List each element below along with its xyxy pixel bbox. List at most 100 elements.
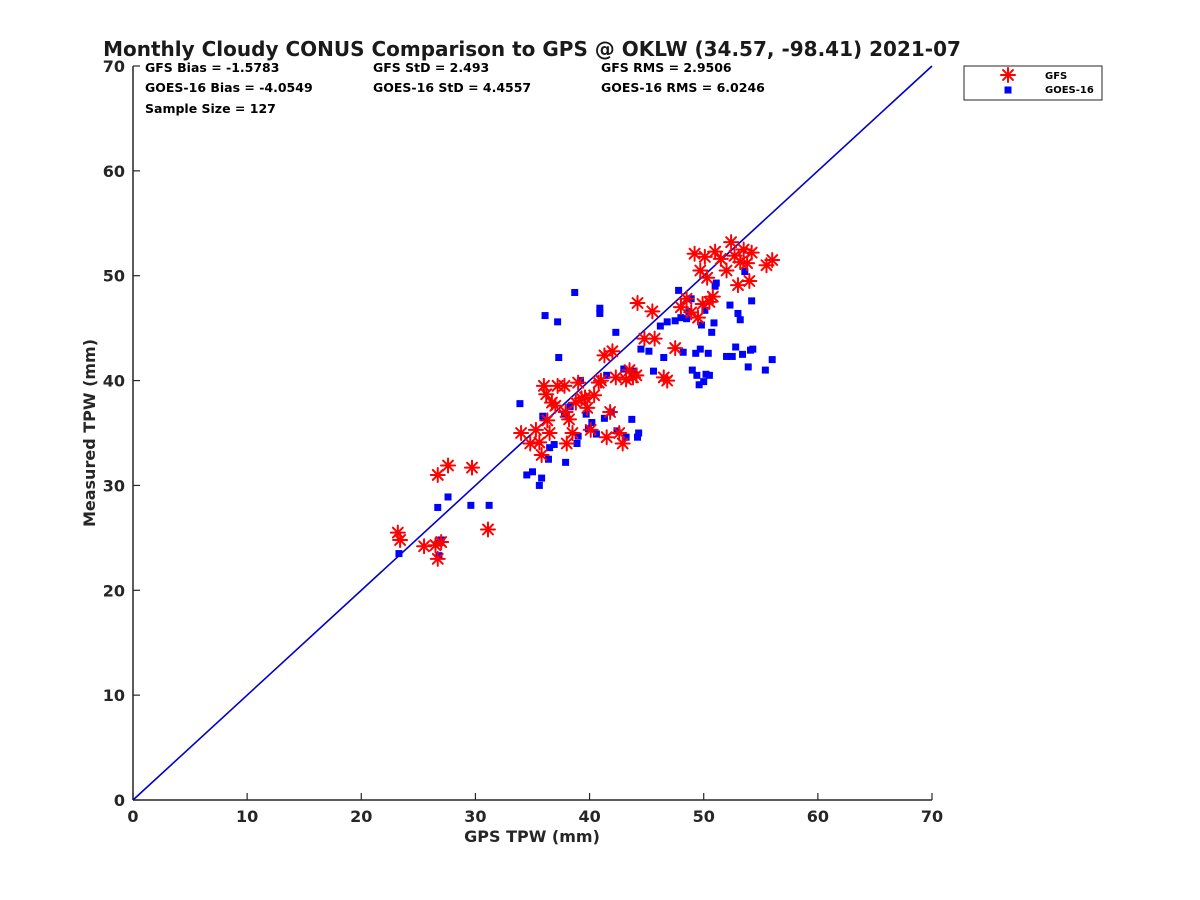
y-tick-label: 0 [114,791,125,810]
goes16-point [645,347,653,355]
goes16-point [395,550,403,558]
goes16-point [541,312,549,320]
goes16-point [677,314,685,322]
goes16-point [671,317,679,325]
goes16-point [592,430,600,438]
y-tick-label: 20 [103,581,125,600]
goes16-point [555,354,563,362]
gfs-point [607,369,624,386]
goes16-point [628,415,636,423]
gfs-point [704,288,721,305]
gfs-point [570,374,587,391]
gfs-point [527,421,544,438]
x-tick-label: 20 [350,807,372,826]
gfs-point [707,243,724,260]
goes16-point [708,328,716,336]
x-tick-label: 50 [693,807,715,826]
goes16-bias-stat: GOES-16 Bias = -4.0549 [145,80,313,95]
gfs-point [535,377,552,394]
gfs-point [440,457,457,474]
gfs-point [561,411,578,428]
goes16-point [728,352,736,360]
goes16-point [485,501,493,509]
gfs-point [564,425,581,441]
goes16-point [656,322,664,330]
gfs-rms-stat: GFS RMS = 2.9506 [601,60,732,75]
goes16-point [435,552,443,560]
goes16-point [588,419,596,427]
legend-gfs-asterisk [1000,67,1016,83]
y-tick-label: 70 [103,57,125,76]
goes16-point [554,318,562,326]
gfs-point [644,303,661,320]
gfs-point [667,340,684,357]
gfs-point [479,521,496,538]
gfs-point [699,269,716,286]
gfs-point [764,251,781,268]
gfs-point [579,399,596,416]
goes16-point [546,444,554,452]
goes16-point [768,356,776,364]
goes16-point [562,458,570,466]
goes16-point [434,503,442,511]
gfs-point [433,534,450,551]
goes16-point [596,304,604,312]
goes16-point [736,316,744,324]
legend-box [963,65,1103,101]
goes16-rms-stat: GOES-16 RMS = 6.0246 [601,80,765,95]
y-tick-label: 60 [103,162,125,181]
gfs-point [598,429,615,446]
goes16-point [700,378,708,386]
goes16-point [444,493,452,501]
gfs-point [556,377,573,394]
goes16-point [620,365,628,373]
goes16-point [622,433,630,441]
x-tick-label: 0 [127,807,138,826]
gfs-point [629,294,646,311]
goes16-point [573,439,581,447]
goes16-point [704,349,712,357]
gfs-point [522,435,539,452]
goes16-point [739,350,747,358]
legend-goes16-square [1004,86,1012,94]
gfs-point [723,234,740,251]
gfs-point [389,524,406,541]
gfs-point [690,309,707,326]
goes16-point [675,286,683,294]
gfs-point [628,367,645,384]
gfs-point [636,330,653,347]
gfs-point [538,386,555,403]
goes16-std-stat: GOES-16 StD = 4.4557 [373,80,531,95]
gfs-point [577,389,594,406]
x-tick-label: 10 [236,807,258,826]
goes16-point [467,501,475,509]
goes16-point [637,345,645,353]
gfs-point [611,425,628,441]
legend-goes16-label: GOES-16 [1045,85,1094,96]
gfs-point [678,290,695,307]
gfs-point [659,372,676,389]
y-axis-ticks: 0 10 20 30 40 50 60 70 [103,57,140,810]
goes16-point [688,366,696,374]
legend-gfs-marker [1000,67,1016,83]
goes16-point [529,468,536,476]
gfs-point [604,343,621,360]
y-tick-label: 10 [103,686,125,705]
goes16-point [726,301,734,309]
gfs-point [743,244,760,261]
goes16-point [630,367,638,375]
x-axis-label: GPS TPW (mm) [464,827,600,846]
gfs-point [686,245,703,262]
x-axis-ticks: 0 10 20 30 40 50 60 70 [127,793,943,826]
gfs-point [646,330,663,347]
goes16-point [695,381,703,389]
sample-size-stat: Sample Size = 127 [145,101,276,116]
gfs-point [586,387,603,404]
goes16-point [705,371,713,379]
gfs-point [582,421,599,438]
goes16-point [596,309,604,317]
goes16-point [710,319,718,327]
goes16-point [712,279,720,287]
goes16-point [679,348,687,356]
gfs-point [429,466,446,483]
